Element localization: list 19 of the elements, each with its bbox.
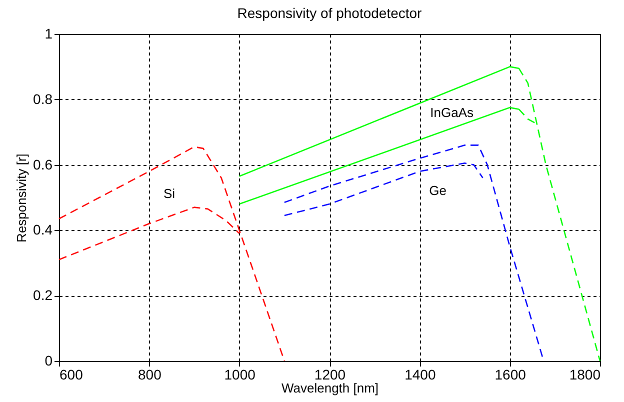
y-axis-title: Responsivity [r] — [14, 154, 30, 242]
x-tick-label: 800 — [138, 366, 162, 382]
y-tick-label: 0.2 — [33, 287, 53, 304]
annotation: Ge — [429, 183, 446, 198]
y-tick-label: 0.4 — [33, 222, 53, 238]
x-tick-label: 1800 — [569, 366, 601, 382]
y-tick-label: 0 — [44, 352, 53, 368]
x-tick-label: 1200 — [314, 366, 346, 382]
y-tick-label: 0.6 — [33, 156, 53, 172]
x-tick-label: 600 — [60, 366, 84, 382]
y-tick-label: 0.8 — [33, 90, 53, 107]
x-axis-title: Wavelength [nm] — [281, 380, 379, 396]
annotation: InGaAs — [430, 104, 474, 120]
x-tick-label: 1000 — [224, 366, 256, 382]
x-tick-label: 1400 — [404, 366, 436, 382]
chart-title: Responsivity of photodetector — [237, 5, 422, 21]
annotation: Si — [163, 186, 176, 202]
y-tick-label: 1 — [44, 26, 53, 42]
x-tick-label: 1600 — [494, 366, 526, 382]
